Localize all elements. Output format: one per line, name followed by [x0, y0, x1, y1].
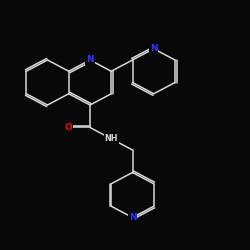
Text: N: N: [129, 213, 136, 222]
Text: N: N: [150, 44, 158, 53]
Text: NH: NH: [104, 134, 118, 143]
Text: N: N: [86, 56, 94, 64]
Text: O: O: [65, 123, 72, 132]
